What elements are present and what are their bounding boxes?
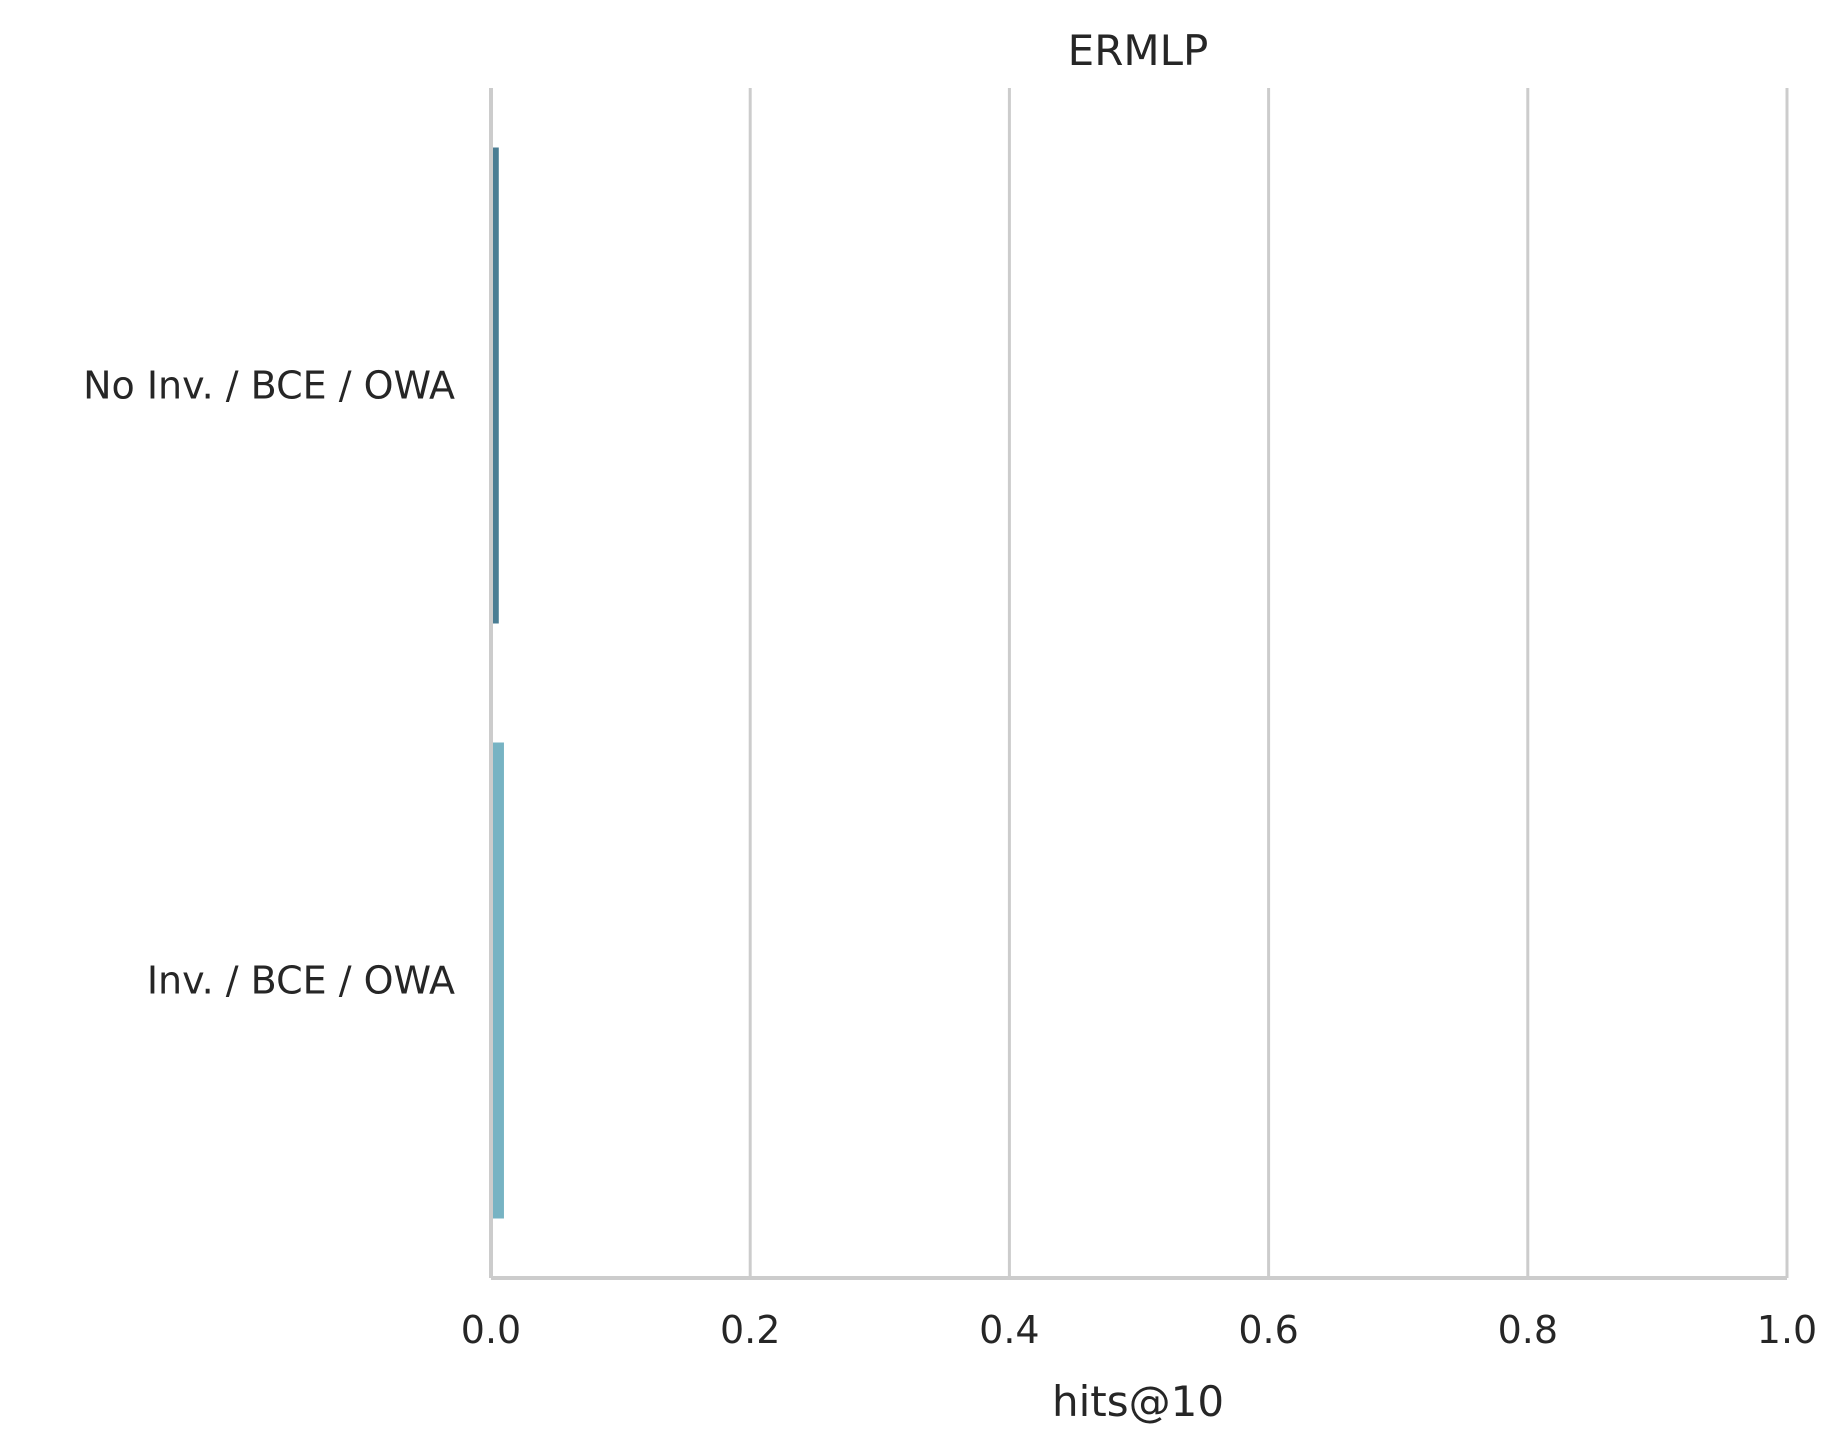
bar-1 [491, 147, 499, 624]
bar-2 [491, 742, 504, 1219]
gridlines [748, 88, 1789, 1278]
category-labels: No Inv. / BCE / OWA Inv. / BCE / OWA [83, 364, 455, 1003]
category-label-1: No Inv. / BCE / OWA [83, 364, 455, 408]
x-tick-labels: 0.0 0.2 0.4 0.6 0.8 1.0 [461, 1308, 1817, 1352]
x-tick-label-1: 0.2 [720, 1308, 780, 1352]
chart-title: ERMLP [1068, 26, 1209, 75]
x-tick-label-0: 0.0 [461, 1308, 521, 1352]
x-tick-label-5: 1.0 [1757, 1308, 1817, 1352]
x-tick-label-2: 0.4 [979, 1308, 1039, 1352]
category-label-2: Inv. / BCE / OWA [147, 959, 455, 1003]
x-tick-label-4: 0.8 [1498, 1308, 1558, 1352]
x-axis-label: hits@10 [1052, 1377, 1224, 1426]
bars [491, 147, 504, 1219]
x-tick-label-3: 0.6 [1238, 1308, 1298, 1352]
